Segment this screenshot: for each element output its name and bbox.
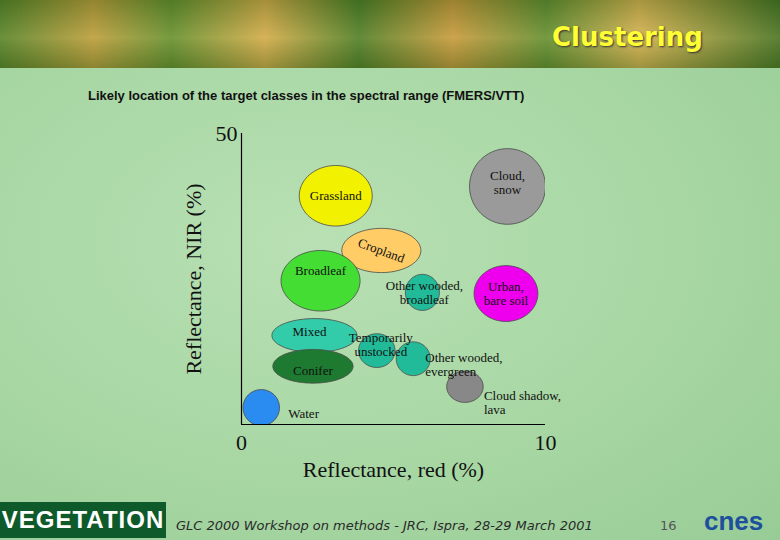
- html-text:GLC 2000 Workshop on methods -: GLC 2000 Workshop on methods - JRC, Ispr…: [176, 518, 593, 533]
- svg-text:Other wooded,broadleaf: Other wooded,broadleaf: [386, 278, 463, 307]
- svg-text:Urban,bare soil: Urban,bare soil: [484, 279, 529, 308]
- svg-text:Cloud shadow,lava: Cloud shadow,lava: [484, 388, 561, 417]
- svg-text:Cropland: Cropland: [356, 235, 407, 266]
- html-text:cnes: cnes: [704, 506, 764, 536]
- svg-text:Conifer: Conifer: [293, 363, 333, 378]
- html-text:VEGETATION: VEGETATION: [1, 506, 165, 533]
- svg-text:10: 10: [535, 430, 557, 455]
- svg-text:50: 50: [216, 121, 238, 146]
- svg-text:Water: Water: [288, 406, 319, 421]
- svg-text:Mixed: Mixed: [292, 324, 326, 339]
- svg-text:Temporarilyunstocked: Temporarilyunstocked: [349, 330, 414, 359]
- svg-text:Broadleaf: Broadleaf: [295, 263, 347, 278]
- svg-text:Other wooded,evergreen: Other wooded,evergreen: [425, 350, 502, 379]
- svg-text:Reflectance, red (%): Reflectance, red (%): [303, 457, 484, 482]
- html-text:Clustering: Clustering: [552, 22, 703, 52]
- svg-text:0: 0: [236, 430, 247, 455]
- svg-text:Grassland: Grassland: [310, 188, 362, 203]
- html-text:16: 16: [660, 518, 677, 533]
- html-text:Likely location of the target: Likely location of the target classes in…: [88, 88, 525, 103]
- svg-text:Reflectance, NIR (%): Reflectance, NIR (%): [181, 183, 206, 374]
- svg-text:Cloud,snow: Cloud,snow: [490, 168, 525, 197]
